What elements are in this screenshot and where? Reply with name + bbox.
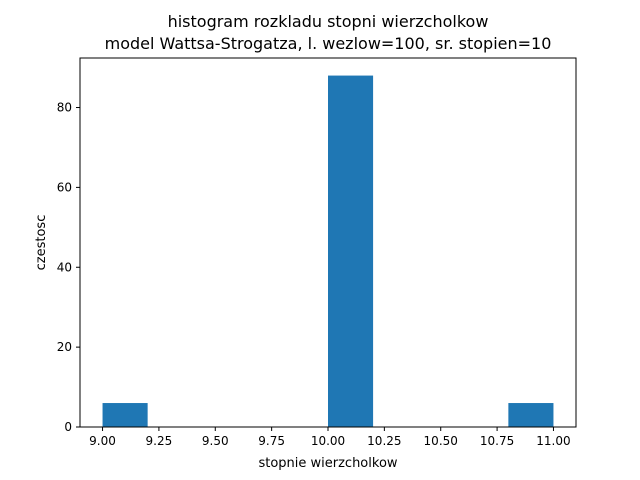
chart-subtitle: model Wattsa-Strogatza, l. wezlow=100, s…	[105, 34, 552, 53]
x-tick-label: 9.75	[258, 434, 285, 448]
x-tick-label: 9.50	[202, 434, 229, 448]
y-tick-label: 20	[57, 340, 72, 354]
y-axis-label: czestosc	[34, 215, 49, 271]
histogram-bar	[328, 75, 374, 428]
x-tick-label: 10.75	[480, 434, 514, 448]
histogram-bar	[102, 403, 148, 427]
x-tick-label: 10.25	[367, 434, 401, 448]
y-tick-label: 0	[64, 420, 72, 434]
x-axis-ticks: 9.00 9.25 9.50 9.75 10.00 10.25 10.50 10.75 11.0…	[89, 427, 571, 448]
x-axis-label: stopnie wierzcholkow	[258, 456, 397, 471]
chart-title: histogram rozkladu stopni wierzcholkow	[168, 12, 489, 31]
y-tick-label: 80	[57, 101, 72, 115]
x-tick-label: 10.50	[424, 434, 458, 448]
histogram-bar	[508, 403, 554, 427]
x-tick-label: 9.25	[146, 434, 173, 448]
bars-group	[102, 75, 554, 428]
y-tick-label: 60	[57, 180, 72, 194]
y-tick-label: 40	[57, 260, 72, 274]
x-tick-label: 11.00	[536, 434, 570, 448]
plot-frame	[79, 57, 577, 428]
x-tick-label: 10.00	[311, 434, 345, 448]
x-tick-label: 9.00	[89, 434, 116, 448]
y-axis-ticks: 0 20 40 60 80	[57, 101, 80, 434]
